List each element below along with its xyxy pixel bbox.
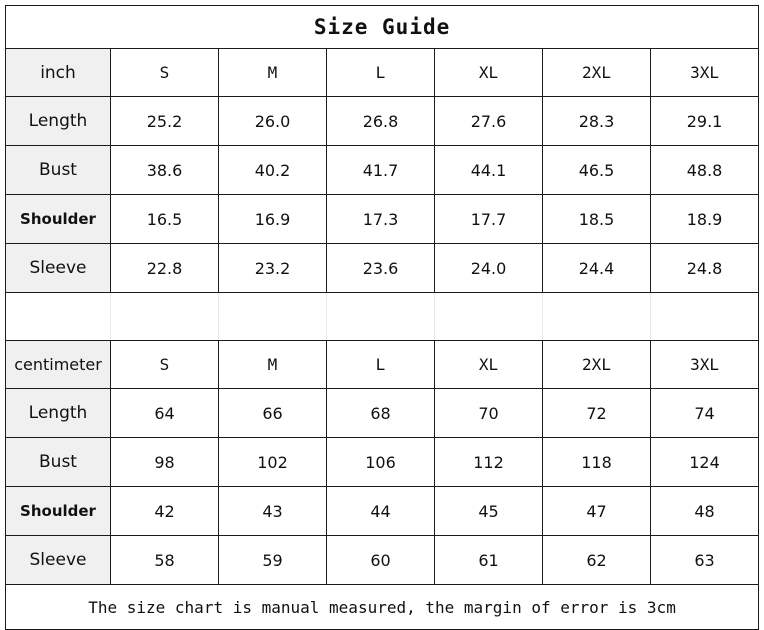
size-header-l: L bbox=[326, 48, 435, 97]
table-row: Bust 38.6 40.2 41.7 44.1 46.5 48.8 bbox=[5, 145, 760, 195]
table-row: Sleeve 58 59 60 61 62 63 bbox=[5, 535, 760, 585]
title-row: Size Guide bbox=[4, 5, 760, 49]
cell-inch-sleeve-s: 22.8 bbox=[110, 243, 219, 293]
spacer-cell bbox=[649, 292, 760, 341]
cell-cm-length-2xl: 72 bbox=[542, 388, 651, 438]
page-title: Size Guide bbox=[4, 5, 760, 49]
row-label-bust-cm: Bust bbox=[5, 437, 111, 487]
cell-inch-bust-m: 40.2 bbox=[218, 145, 327, 195]
cell-cm-bust-3xl: 124 bbox=[649, 437, 760, 487]
cell-inch-sleeve-2xl: 24.4 bbox=[542, 243, 651, 293]
spacer-cell bbox=[218, 292, 327, 341]
cell-inch-shoulder-3xl: 18.9 bbox=[649, 194, 760, 244]
cell-cm-shoulder-3xl: 48 bbox=[649, 486, 760, 536]
cell-cm-sleeve-3xl: 63 bbox=[649, 535, 760, 585]
size-header-cm-3xl: 3XL bbox=[649, 340, 760, 389]
cell-cm-bust-2xl: 118 bbox=[542, 437, 651, 487]
cell-cm-shoulder-l: 44 bbox=[326, 486, 435, 536]
unit-header-row-centimeter: centimeter S M L XL 2XL 3XL bbox=[5, 340, 760, 389]
cell-inch-bust-xl: 44.1 bbox=[434, 145, 543, 195]
cell-inch-shoulder-l: 17.3 bbox=[326, 194, 435, 244]
unit-header-row-inch: inch S M L XL 2XL 3XL bbox=[5, 48, 760, 97]
cell-inch-sleeve-m: 23.2 bbox=[218, 243, 327, 293]
cell-inch-shoulder-2xl: 18.5 bbox=[542, 194, 651, 244]
cell-inch-shoulder-s: 16.5 bbox=[110, 194, 219, 244]
cell-inch-length-3xl: 29.1 bbox=[649, 96, 760, 146]
row-label-bust-inch: Bust bbox=[5, 145, 111, 195]
cell-cm-bust-xl: 112 bbox=[434, 437, 543, 487]
cell-cm-length-m: 66 bbox=[218, 388, 327, 438]
cell-cm-length-l: 68 bbox=[326, 388, 435, 438]
cell-inch-bust-2xl: 46.5 bbox=[542, 145, 651, 195]
size-header-cm-s: S bbox=[110, 340, 219, 389]
cell-cm-sleeve-l: 60 bbox=[326, 535, 435, 585]
cell-cm-sleeve-xl: 61 bbox=[434, 535, 543, 585]
size-header-cm-xl: XL bbox=[434, 340, 543, 389]
table-row: Length 25.2 26.0 26.8 27.6 28.3 29.1 bbox=[5, 96, 760, 146]
cell-inch-shoulder-m: 16.9 bbox=[218, 194, 327, 244]
cell-cm-shoulder-m: 43 bbox=[218, 486, 327, 536]
row-label-length-cm: Length bbox=[5, 388, 111, 438]
cell-cm-shoulder-s: 42 bbox=[110, 486, 219, 536]
cell-inch-length-s: 25.2 bbox=[110, 96, 219, 146]
cell-cm-sleeve-s: 58 bbox=[110, 535, 219, 585]
cell-cm-shoulder-2xl: 47 bbox=[542, 486, 651, 536]
cell-cm-length-3xl: 74 bbox=[649, 388, 760, 438]
unit-label-centimeter: centimeter bbox=[5, 340, 111, 389]
row-label-shoulder-inch: Shoulder bbox=[5, 194, 111, 244]
cell-cm-bust-l: 106 bbox=[326, 437, 435, 487]
cell-inch-length-xl: 27.6 bbox=[434, 96, 543, 146]
footer-note: The size chart is manual measured, the m… bbox=[4, 584, 760, 630]
size-header-3xl: 3XL bbox=[649, 48, 760, 97]
size-header-s: S bbox=[110, 48, 219, 97]
cell-cm-bust-s: 98 bbox=[110, 437, 219, 487]
cell-inch-bust-3xl: 48.8 bbox=[649, 145, 760, 195]
size-header-2xl: 2XL bbox=[542, 48, 651, 97]
table-row: Shoulder 42 43 44 45 47 48 bbox=[5, 486, 760, 536]
table-row: Length 64 66 68 70 72 74 bbox=[5, 388, 760, 438]
cell-cm-length-xl: 70 bbox=[434, 388, 543, 438]
spacer-cell bbox=[542, 292, 651, 341]
size-guide-body: Size Guide inch S M L XL 2XL 3XL Length … bbox=[4, 5, 760, 630]
spacer-cell bbox=[434, 292, 543, 341]
spacer-cell bbox=[5, 292, 111, 341]
size-header-cm-2xl: 2XL bbox=[542, 340, 651, 389]
footer-row: The size chart is manual measured, the m… bbox=[4, 584, 760, 630]
size-header-cm-m: M bbox=[218, 340, 327, 389]
cell-cm-sleeve-2xl: 62 bbox=[542, 535, 651, 585]
cell-inch-sleeve-xl: 24.0 bbox=[434, 243, 543, 293]
unit-label-inch: inch bbox=[5, 48, 111, 97]
cell-inch-sleeve-3xl: 24.8 bbox=[649, 243, 760, 293]
row-label-shoulder-cm: Shoulder bbox=[5, 486, 111, 536]
table-row: Shoulder 16.5 16.9 17.3 17.7 18.5 18.9 bbox=[5, 194, 760, 244]
cell-cm-bust-m: 102 bbox=[218, 437, 327, 487]
cell-inch-shoulder-xl: 17.7 bbox=[434, 194, 543, 244]
row-label-sleeve-cm: Sleeve bbox=[5, 535, 111, 585]
cell-inch-length-m: 26.0 bbox=[218, 96, 327, 146]
row-label-length-inch: Length bbox=[5, 96, 111, 146]
spacer-cell bbox=[326, 292, 435, 341]
size-header-m: M bbox=[218, 48, 327, 97]
cell-inch-bust-l: 41.7 bbox=[326, 145, 435, 195]
table-row: Bust 98 102 106 112 118 124 bbox=[5, 437, 760, 487]
cell-cm-length-s: 64 bbox=[110, 388, 219, 438]
cell-inch-sleeve-l: 23.6 bbox=[326, 243, 435, 293]
cell-inch-length-l: 26.8 bbox=[326, 96, 435, 146]
size-guide-table: Size Guide inch S M L XL 2XL 3XL Length … bbox=[4, 5, 760, 630]
size-header-cm-l: L bbox=[326, 340, 435, 389]
spacer-cell bbox=[110, 292, 219, 341]
table-row: Sleeve 22.8 23.2 23.6 24.0 24.4 24.8 bbox=[5, 243, 760, 293]
cell-inch-bust-s: 38.6 bbox=[110, 145, 219, 195]
cell-cm-sleeve-m: 59 bbox=[218, 535, 327, 585]
cell-cm-shoulder-xl: 45 bbox=[434, 486, 543, 536]
cell-inch-length-2xl: 28.3 bbox=[542, 96, 651, 146]
section-spacer-row bbox=[5, 292, 760, 341]
size-header-xl: XL bbox=[434, 48, 543, 97]
row-label-sleeve-inch: Sleeve bbox=[5, 243, 111, 293]
